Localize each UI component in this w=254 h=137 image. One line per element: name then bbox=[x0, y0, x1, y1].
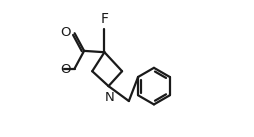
Text: O: O bbox=[60, 63, 71, 76]
Text: F: F bbox=[100, 12, 108, 26]
Text: O: O bbox=[60, 26, 71, 39]
Text: N: N bbox=[104, 91, 114, 104]
